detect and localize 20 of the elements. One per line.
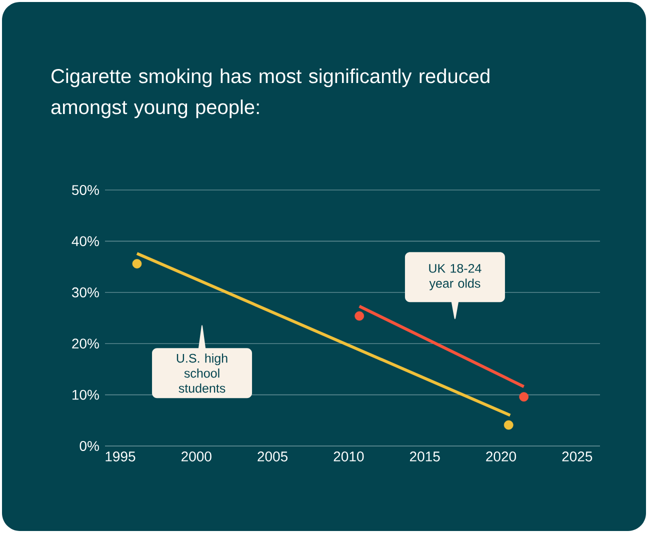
x-tick-label: 2020 [486,452,516,462]
y-tick-label: 10% [72,390,99,400]
point [354,311,364,321]
point [519,392,529,402]
x-tick-label: 2025 [562,452,592,462]
chart-title: Cigarette smoking has most significantly reduced amongst young people: [51,68,490,118]
annotation: U.S. high school students [176,354,228,393]
y-tick-label: 20% [72,338,99,349]
x-tick-label: 2000 [182,452,212,462]
y-tick-label: 30% [72,287,99,298]
y-tick-label: 40% [72,236,99,246]
x-tick-label: 1995 [106,452,136,462]
annotation: UK 18-24 year olds [429,264,482,290]
point [504,420,514,430]
x-tick-label: 2010 [334,452,364,462]
x-tick-label: 2015 [410,452,440,462]
y-tick-label: 0% [80,441,99,451]
x-tick-label: 2005 [258,452,288,462]
point [132,259,142,268]
y-tick-label: 50% [72,185,99,195]
